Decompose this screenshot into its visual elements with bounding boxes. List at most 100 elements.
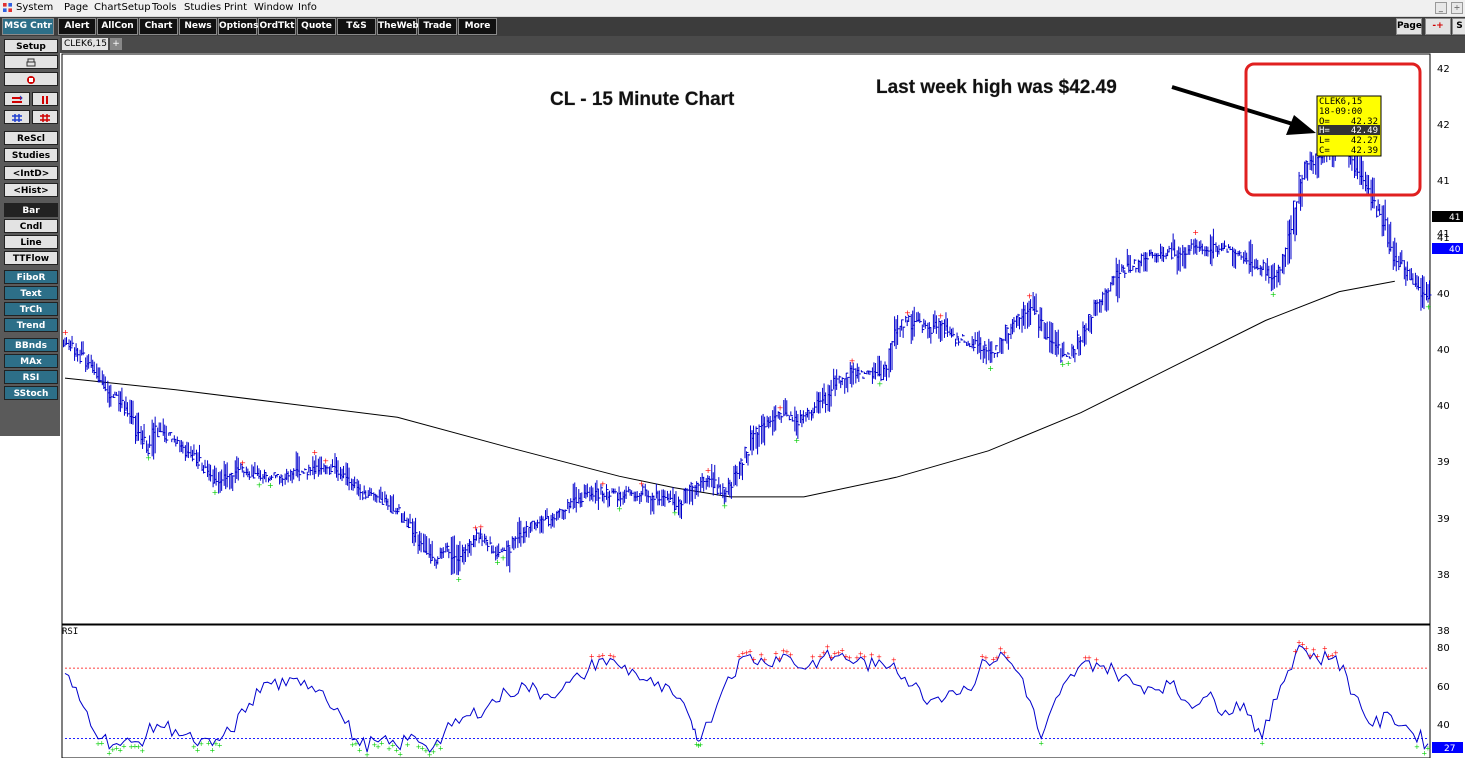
price-bar	[1201, 243, 1205, 255]
chart-button[interactable]: Chart	[139, 18, 178, 35]
price-bar	[561, 509, 565, 519]
ordtkt-button[interactable]: OrdTkt	[258, 18, 296, 35]
price-bar	[93, 361, 97, 375]
menu-studies[interactable]: Studies	[184, 2, 222, 13]
price-bar	[780, 415, 784, 423]
rsi-low-marker: +	[375, 743, 381, 751]
rsi-high-marker: +	[1322, 645, 1328, 653]
chart-svg[interactable]: +++++ +++++++++++++++++++ ++++++++ ++ +++++…	[60, 53, 1465, 758]
sidebar-max[interactable]: MAx	[4, 354, 58, 368]
msg-center-button[interactable]: MSG Cntr	[2, 18, 54, 35]
sidebar-arrows-lr[interactable]	[4, 92, 30, 106]
sidebar-history[interactable]: <Hist>	[4, 183, 58, 197]
rsi-high-marker: +	[832, 649, 838, 657]
price-bar	[104, 376, 108, 392]
page-button[interactable]: Page	[1396, 18, 1422, 35]
sidebar-print[interactable]	[4, 55, 58, 69]
quote-button[interactable]: Quote	[297, 18, 336, 35]
price-bar	[1284, 247, 1288, 267]
rsi-high-marker: +	[825, 643, 831, 651]
price-bar	[995, 345, 998, 351]
rsi-low-marker: +	[364, 751, 370, 758]
sidebar-ttflow[interactable]: TTFlow	[4, 251, 58, 265]
price-bar	[1013, 316, 1016, 333]
high-marker: +	[599, 480, 606, 489]
price-bar	[500, 548, 504, 553]
price-bar	[791, 416, 795, 422]
s-button[interactable]: S	[1452, 18, 1465, 35]
menu-window[interactable]: Window	[254, 2, 294, 13]
menu-info[interactable]: Info	[298, 2, 317, 13]
sidebar-candle[interactable]: Cndl	[4, 219, 58, 233]
price-bar	[1146, 252, 1149, 272]
sidebar-bar[interactable]: Bar	[4, 203, 58, 217]
low-marker: +	[1065, 359, 1072, 368]
price-bar	[1401, 250, 1404, 265]
sidebar-arrows-ud[interactable]	[32, 92, 58, 106]
options-button[interactable]: Options	[218, 18, 258, 35]
high-marker: +	[849, 357, 856, 366]
allcon-button[interactable]: AllCon	[97, 18, 138, 35]
news-button[interactable]: News	[179, 18, 217, 35]
price-bar	[110, 384, 113, 407]
price-bar	[974, 332, 978, 345]
price-bar	[306, 471, 310, 480]
price-bar	[952, 327, 956, 337]
sidebar-text[interactable]: Text	[4, 286, 58, 300]
menu-system[interactable]: System	[16, 2, 54, 13]
price-bar	[897, 315, 900, 345]
price-bar	[403, 511, 407, 521]
price-bar	[481, 535, 485, 547]
price-bar	[71, 335, 75, 347]
price-bar	[82, 341, 86, 356]
more-button[interactable]: More	[458, 18, 497, 35]
price-bar	[287, 471, 291, 483]
low-marker: +	[671, 509, 678, 518]
price-bar	[642, 484, 645, 496]
menu-page[interactable]: Page	[64, 2, 89, 13]
sidebar-studies[interactable]: Studies	[4, 148, 58, 162]
sidebar-trend[interactable]: Trend	[4, 318, 58, 332]
sidebar-eraser[interactable]	[4, 72, 58, 86]
theweb-button[interactable]: TheWeb	[377, 18, 419, 35]
page-arrows-button[interactable]: -+	[1425, 18, 1451, 35]
price-bar	[121, 387, 124, 409]
sidebar-fibor[interactable]: FiboR	[4, 270, 58, 284]
menu-chartsetup[interactable]: ChartSetup	[94, 2, 151, 13]
trade-button[interactable]: Trade	[418, 18, 457, 35]
rsi-low-marker: +	[213, 740, 219, 748]
sidebar-crosshair[interactable]	[4, 110, 30, 124]
price-bar	[265, 472, 268, 483]
price-bar	[1409, 268, 1412, 281]
minimize-button[interactable]: _	[1434, 2, 1447, 14]
sidebar-trch[interactable]: TrCh	[4, 302, 58, 316]
price-bar	[193, 444, 196, 456]
sidebar-sstoch[interactable]: SStoch	[4, 386, 58, 400]
restore-button[interactable]: ÷	[1451, 2, 1463, 14]
rsi-high-marker: +	[1314, 652, 1320, 660]
sidebar-setup[interactable]: Setup	[4, 39, 58, 53]
price-bar	[1034, 296, 1037, 316]
alert-button[interactable]: Alert	[58, 18, 96, 35]
price-bar	[331, 459, 335, 468]
rsi-layer: +++++++ +++++++ ++++ ++++++++++++ ++++++++ ++…	[64, 638, 1431, 758]
rsi-high-marker: +	[839, 646, 845, 654]
sidebar-bbnds[interactable]: BBnds	[4, 338, 58, 352]
price-bar	[838, 375, 842, 384]
sidebar-crosshair-alt[interactable]	[32, 110, 58, 124]
menu-print[interactable]: Print	[224, 2, 248, 13]
menu-tools[interactable]: Tools	[152, 2, 177, 13]
low-marker: +	[256, 481, 263, 490]
low-marker: +	[212, 488, 219, 497]
add-tab-button[interactable]: +	[110, 38, 122, 50]
price-bar	[507, 540, 511, 567]
sidebar-rsi[interactable]: RSI	[4, 370, 58, 384]
rsi-low-marker: +	[696, 742, 702, 750]
sidebar-intraday[interactable]: <IntD>	[4, 166, 58, 180]
price-bar	[1215, 242, 1218, 253]
time-and-sales-button[interactable]: T&S	[337, 18, 376, 35]
chart-area[interactable]: + + + + + + + + + + + + + + + + + + + + + + + + + + + + + + + + + + + + + + +…	[60, 53, 1465, 758]
sidebar-rescl[interactable]: ReScl	[4, 131, 58, 145]
tab-clek6-15[interactable]: CLEK6,15	[62, 38, 108, 50]
sidebar-line[interactable]: Line	[4, 235, 58, 249]
